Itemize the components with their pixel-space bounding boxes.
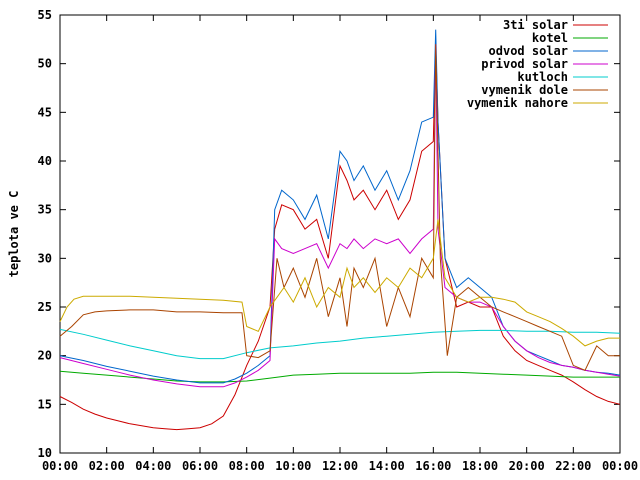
x-tick-label: 12:00 bbox=[322, 459, 358, 473]
series-lines bbox=[59, 29, 621, 431]
x-tick-label: 00:00 bbox=[602, 459, 638, 473]
x-tick-label: 18:00 bbox=[462, 459, 498, 473]
y-tick-label: 45 bbox=[38, 105, 52, 119]
y-axis-label: teplota ve C bbox=[7, 191, 21, 278]
x-tick-label: 02:00 bbox=[89, 459, 125, 473]
y-tick-label: 55 bbox=[38, 8, 52, 22]
y-tick-label: 30 bbox=[38, 251, 52, 265]
x-tick-label: 08:00 bbox=[229, 459, 265, 473]
y-tick-label: 35 bbox=[38, 203, 52, 217]
series-line-privod-solar bbox=[59, 44, 621, 388]
y-tick-label: 10 bbox=[38, 446, 52, 460]
legend-label: privod solar bbox=[481, 57, 568, 71]
series-line-3ti-solar bbox=[59, 44, 621, 431]
legend-label: odvod solar bbox=[489, 44, 568, 58]
x-tick-label: 10:00 bbox=[275, 459, 311, 473]
x-tick-label: 20:00 bbox=[509, 459, 545, 473]
x-tick-label: 00:00 bbox=[42, 459, 78, 473]
y-tick-label: 15 bbox=[38, 397, 52, 411]
y-tick-label: 40 bbox=[38, 154, 52, 168]
series-line-odvod-solar bbox=[59, 29, 621, 384]
x-tick-label: 06:00 bbox=[182, 459, 218, 473]
x-tick-label: 22:00 bbox=[555, 459, 591, 473]
series-line-vymenik-dole bbox=[59, 44, 620, 371]
series-line-kotel bbox=[59, 370, 620, 383]
y-axis-ticks: 10 15 20 25 30 35 40 45 50 55 bbox=[38, 8, 620, 460]
y-tick-label: 20 bbox=[38, 349, 52, 363]
legend-label: kotel bbox=[532, 31, 568, 45]
legend-label: vymenik nahore bbox=[467, 96, 568, 110]
x-axis-ticks: 00:00 02:00 04:00 06:00 08:00 10:00 12:00 14:00… bbox=[42, 15, 638, 473]
x-tick-label: 16:00 bbox=[415, 459, 451, 473]
y-tick-label: 25 bbox=[38, 300, 52, 314]
legend-label: kutloch bbox=[517, 70, 568, 84]
legend-label: 3ti solar bbox=[503, 18, 568, 32]
series-line-vymenik-nahore bbox=[59, 219, 620, 347]
x-tick-label: 04:00 bbox=[135, 459, 171, 473]
legend-label: vymenik dole bbox=[481, 83, 568, 97]
series-line-kutloch bbox=[59, 328, 621, 360]
y-tick-label: 50 bbox=[38, 57, 52, 71]
x-tick-label: 14:00 bbox=[369, 459, 405, 473]
